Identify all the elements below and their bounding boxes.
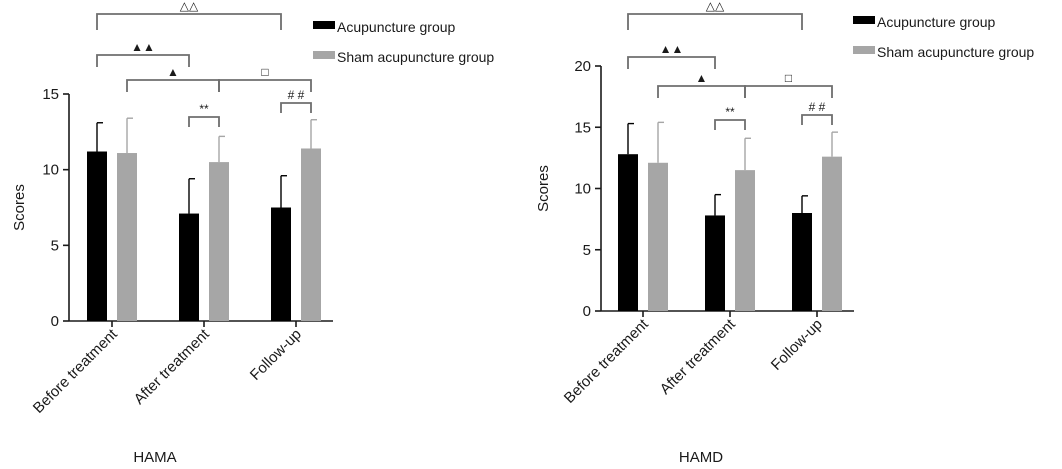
bar-sham-acupuncture-group-follow-up [301,148,321,321]
significance-label: ** [199,102,209,116]
significance-label: ▲ [696,71,708,85]
significance-bracket [218,79,312,92]
y-tick-label: 15 [42,86,59,103]
x-tick-label-after-treatment: After treatment [657,315,740,398]
x-tick-label-after-treatment: After treatment [131,325,214,408]
bar-acupuncture-group-before-treatment [87,151,107,321]
bar-acupuncture-group-follow-up [792,213,812,311]
hama-chart: 0 5 10 15 Scores Before treatment After treatm… [11,0,494,466]
significance-bracket [96,13,282,30]
significance-bracket [657,85,746,98]
significance-label: # # [288,88,305,102]
x-tick-label-follow-up: Follow-up [247,326,305,384]
y-tick-label: 5 [51,237,59,254]
y-tick-label: 20 [574,58,591,75]
bar-sham-acupuncture-group-after-treatment [735,170,755,311]
significance-label: △△ [180,0,199,13]
y-tick-label: 10 [574,181,591,198]
legend-label-acupuncture-group: Acupuncture group [877,14,996,30]
y-tick-label: 0 [51,313,59,330]
bar-acupuncture-group-follow-up [271,207,291,321]
y-tick-label: 5 [583,242,591,259]
significance-bracket [126,79,220,92]
significance-label: △△ [706,0,725,13]
y-tick-label: 15 [574,119,591,136]
significance-bracket [627,56,716,69]
significance-bracket [188,116,220,127]
bar-sham-acupuncture-group-before-treatment [648,162,668,311]
x-tick-label-before-treatment: Before treatment [561,315,653,407]
y-axis-label: Scores [535,165,552,212]
significance-label: □ [261,65,268,79]
significance-label: ** [725,105,735,119]
significance-bracket [744,85,833,98]
legend-swatch-sham-acupuncture-group [853,46,875,54]
significance-bracket [280,102,312,113]
chart-title: HAMA [133,449,176,466]
significance-bracket [801,114,833,125]
legend-label-sham-acupuncture-group: Sham acupuncture group [337,49,494,65]
significance-label: □ [785,71,792,85]
legend-swatch-acupuncture-group [853,16,875,24]
significance-label: ▲ [167,65,179,79]
x-tick-label-before-treatment: Before treatment [30,325,122,417]
legend-label-acupuncture-group: Acupuncture group [337,19,456,35]
significance-label: ▲▲ [131,40,155,54]
significance-label: ▲▲ [660,42,684,56]
significance-bracket [96,54,190,67]
y-tick-label: 0 [583,303,591,320]
bar-acupuncture-group-before-treatment [618,154,638,311]
legend-swatch-sham-acupuncture-group [313,51,335,59]
bar-sham-acupuncture-group-after-treatment [209,162,229,321]
significance-label: # # [809,100,826,114]
bar-sham-acupuncture-group-follow-up [822,156,842,311]
significance-bracket [714,119,746,130]
x-tick-label-follow-up: Follow-up [768,316,826,374]
bar-acupuncture-group-after-treatment [179,213,199,321]
y-axis-label: Scores [11,184,28,231]
bar-acupuncture-group-after-treatment [705,215,725,311]
bar-sham-acupuncture-group-before-treatment [117,153,137,321]
legend-label-sham-acupuncture-group: Sham acupuncture group [877,44,1034,60]
hamd-chart: 0 5 10 15 20 Scores Before treatment After trea… [535,0,1034,466]
legend-swatch-acupuncture-group [313,21,335,29]
significance-bracket [627,13,803,30]
y-tick-label: 10 [42,162,59,179]
chart-title: HAMD [679,449,723,466]
